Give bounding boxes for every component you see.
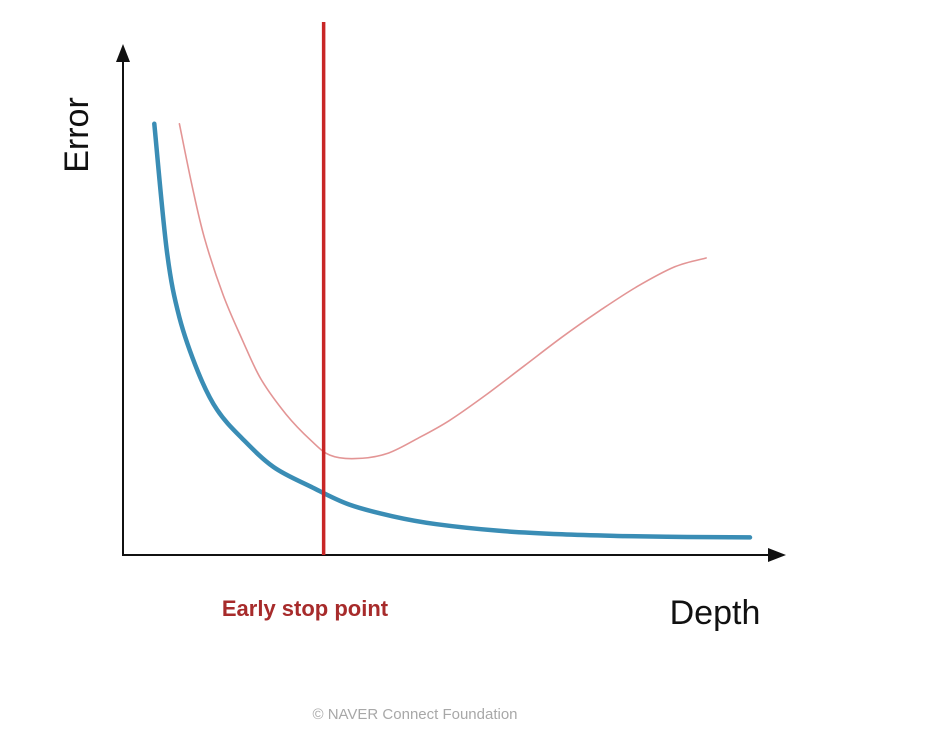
y-axis-label: Error	[58, 97, 96, 173]
series-line-training	[152, 121, 753, 540]
series-layer	[152, 121, 753, 540]
x-axis-arrow	[768, 548, 786, 562]
series-line-validation	[178, 123, 707, 460]
copyright-notice: © NAVER Connect Foundation	[312, 706, 518, 723]
x-axis-label: Depth	[670, 594, 761, 632]
early-stop-label: Early stop point	[222, 596, 389, 621]
y-axis-arrow	[116, 44, 130, 62]
